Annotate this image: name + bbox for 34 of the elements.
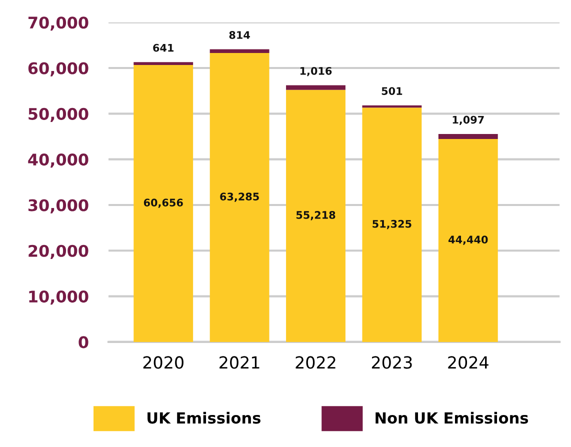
bar: [438, 139, 498, 342]
bar: [210, 49, 270, 54]
data-label: 1,016: [300, 66, 332, 76]
x-tick-label: 2020: [143, 356, 184, 369]
data-label: 51,325: [372, 220, 412, 230]
x-tick-label: 2024: [448, 356, 488, 369]
bar: [362, 108, 422, 342]
data-label: 641: [153, 44, 174, 52]
y-tick-label: 40,000: [28, 154, 88, 168]
data-label: 1,097: [452, 116, 484, 126]
data-label: 55,218: [296, 211, 336, 220]
legend-label: UK Emissions: [148, 412, 260, 424]
bar: [286, 90, 346, 342]
data-label: 501: [382, 87, 402, 95]
y-tick-label: 60,000: [28, 62, 88, 76]
data-label: 814: [229, 31, 250, 39]
bar: [134, 65, 194, 342]
y-tick-label: 0: [78, 336, 88, 348]
data-label: 60,656: [144, 198, 183, 208]
bar: [210, 53, 270, 342]
bar: [286, 85, 346, 90]
y-tick-label: 30,000: [28, 199, 88, 214]
y-tick-label: 50,000: [28, 108, 88, 122]
legend-label: Non UK Emissions: [376, 412, 528, 424]
y-tick-label: 70,000: [28, 16, 88, 31]
x-tick-label: 2022: [296, 356, 336, 369]
bar: [134, 62, 194, 66]
x-tick-label: 2023: [372, 356, 412, 369]
bar: [438, 134, 498, 140]
y-tick-label: 10,000: [29, 290, 88, 305]
y-tick-label: 20,000: [28, 244, 88, 259]
data-label: 63,285: [220, 192, 259, 202]
x-tick-label: 2021: [220, 356, 260, 369]
data-label: 44,440: [448, 236, 488, 245]
